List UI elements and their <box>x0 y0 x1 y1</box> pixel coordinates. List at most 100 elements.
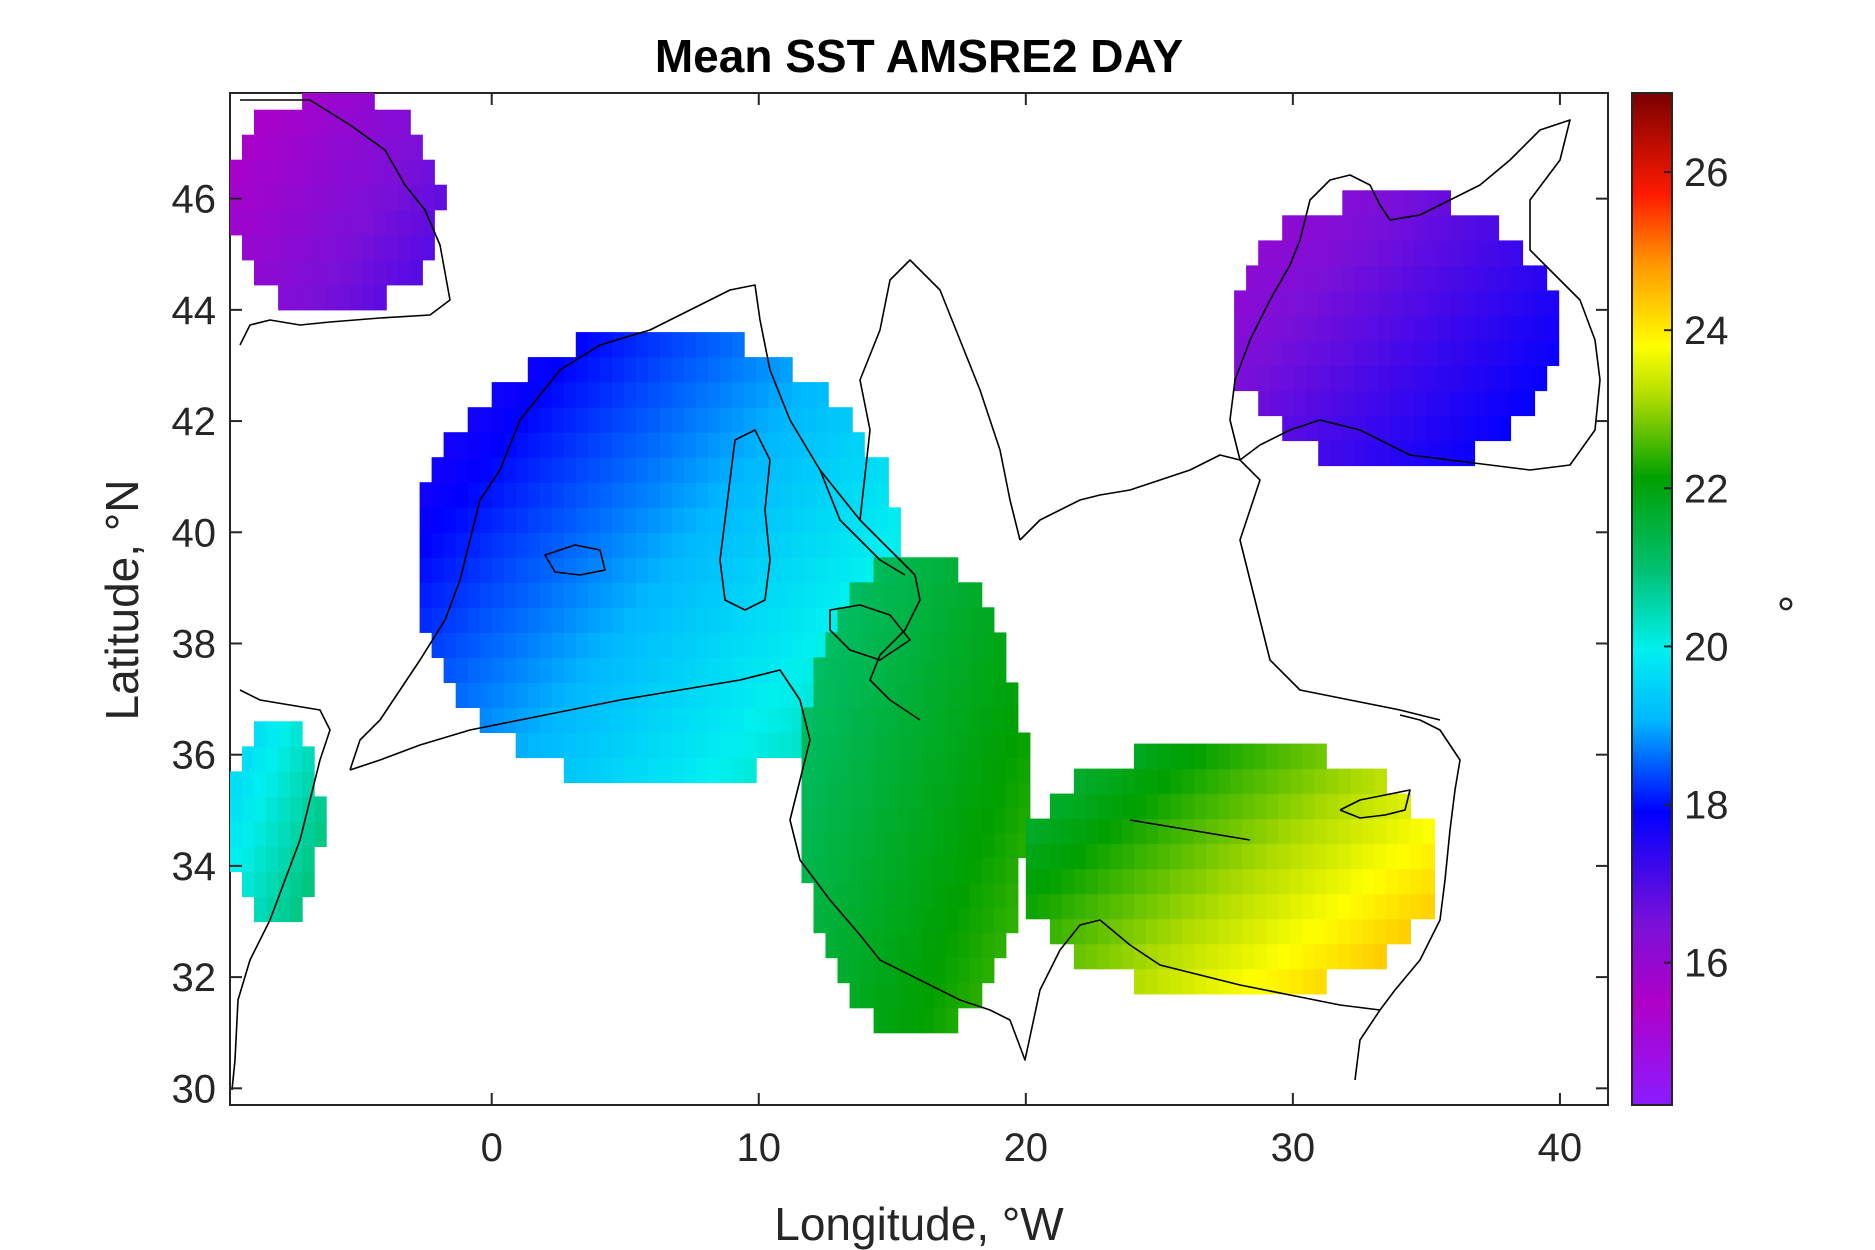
sst-cell <box>587 557 601 583</box>
sst-cell <box>1354 290 1367 316</box>
sst-cell <box>1426 415 1439 442</box>
sst-cell <box>422 234 435 261</box>
sst-cell <box>575 632 589 658</box>
sst-cell <box>873 782 887 809</box>
sst-cell <box>254 259 267 286</box>
sst-cell <box>1278 918 1291 945</box>
sst-cell <box>635 657 649 683</box>
sst-cell <box>861 907 875 934</box>
sst-cell <box>539 407 553 433</box>
sst-cell <box>1194 793 1207 820</box>
sst-cell <box>326 93 339 111</box>
sst-cell <box>1450 215 1463 241</box>
sst-cell <box>599 632 613 658</box>
sst-cell <box>780 482 793 508</box>
sst-cell <box>551 682 565 708</box>
sst-cell <box>1266 843 1279 870</box>
sst-cell <box>828 557 841 583</box>
sst-cell <box>852 532 865 558</box>
sst-cell <box>1302 843 1315 870</box>
sst-cell <box>849 757 863 784</box>
sst-cell <box>611 382 625 408</box>
sst-cell <box>1350 918 1363 945</box>
sst-cell <box>861 882 875 909</box>
sst-cell <box>290 209 303 236</box>
sst-cell <box>1170 843 1183 870</box>
sst-cell <box>611 707 625 733</box>
sst-cell <box>1534 265 1548 291</box>
sst-cell <box>969 832 983 859</box>
sst-cell <box>1097 793 1111 820</box>
sst-cell <box>491 707 505 733</box>
sst-cell <box>1290 843 1303 870</box>
sst-cell <box>278 259 291 286</box>
sst-cell <box>945 782 959 809</box>
sst-cell <box>1218 793 1231 820</box>
sst-cell <box>1278 768 1291 795</box>
sst-cell <box>864 507 877 533</box>
sst-cell <box>825 657 839 683</box>
sst-cell <box>527 707 541 733</box>
sst-cell <box>684 632 697 658</box>
sst-cell <box>1206 818 1219 845</box>
sst-cell <box>921 757 935 784</box>
sst-cell <box>897 607 911 633</box>
sst-cell <box>1378 265 1391 291</box>
sst-cell <box>266 771 279 797</box>
sst-cell <box>419 482 433 508</box>
sst-cell <box>290 234 303 261</box>
sst-cell <box>539 632 553 658</box>
sst-cell <box>575 507 589 533</box>
sst-cell <box>551 582 565 608</box>
sst-cell <box>792 407 805 433</box>
sst-cell <box>825 682 839 708</box>
sst-cell <box>792 657 805 683</box>
sst-cell <box>720 757 733 784</box>
sst-cell <box>302 871 315 898</box>
sst-cell <box>1182 768 1195 795</box>
sst-cell <box>314 234 327 261</box>
sst-cell <box>278 746 291 772</box>
sst-cell <box>1330 215 1343 241</box>
sst-cell <box>527 382 541 408</box>
sst-cell <box>1146 793 1159 820</box>
sst-cell <box>1326 943 1339 970</box>
sst-cell <box>503 557 517 583</box>
sst-cell <box>909 657 923 683</box>
sst-cell <box>491 482 505 508</box>
sst-cell <box>720 332 733 358</box>
sst-cell <box>1218 943 1231 970</box>
sst-cell <box>1254 768 1267 795</box>
sst-cell <box>1230 868 1243 895</box>
sst-cell <box>1462 415 1476 442</box>
sst-cell <box>1266 918 1279 945</box>
sst-cell <box>696 657 709 683</box>
sst-cell <box>1330 440 1343 467</box>
sst-cell <box>1378 415 1391 442</box>
sst-cell <box>885 807 899 834</box>
sst-cell <box>1330 290 1343 316</box>
sst-cell <box>302 93 315 111</box>
sst-cell <box>1134 968 1147 995</box>
sst-cell <box>278 209 291 236</box>
sst-cell <box>623 582 637 608</box>
sst-cell <box>1182 818 1195 845</box>
sst-cell <box>909 932 923 959</box>
sst-cell <box>1546 340 1560 366</box>
sst-region <box>230 721 327 923</box>
coastline-spain-east <box>349 469 501 771</box>
sst-cell <box>398 134 411 161</box>
sst-cell <box>732 757 745 784</box>
sst-cell <box>1170 768 1183 795</box>
sst-cell <box>647 432 661 458</box>
sst-cell <box>957 632 971 658</box>
sst-cell <box>290 134 303 161</box>
sst-cell <box>933 582 947 608</box>
sst-cell <box>1302 793 1315 820</box>
sst-cell <box>443 557 457 583</box>
sst-cell <box>1270 290 1283 316</box>
sst-cell <box>897 557 911 583</box>
sst-cell <box>1302 918 1315 945</box>
sst-cell <box>1206 843 1219 870</box>
sst-cell <box>957 882 971 909</box>
